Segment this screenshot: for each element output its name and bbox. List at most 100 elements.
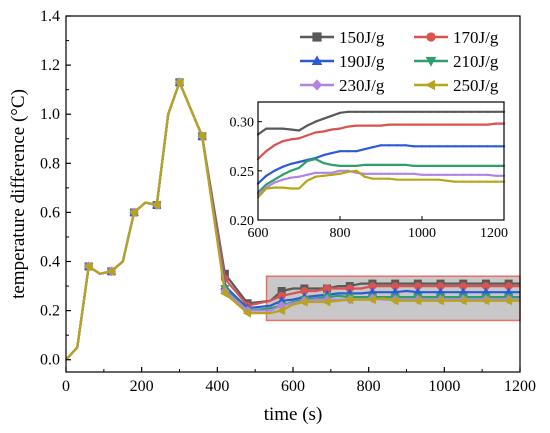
- inset-data-point: [453, 123, 456, 126]
- inset-data-point: [412, 178, 415, 181]
- inset-data-point: [347, 164, 350, 168]
- y-tick-label: 0.0: [40, 352, 60, 369]
- y-tick-label: 0.2: [40, 303, 60, 320]
- inset-data-point: [297, 160, 301, 164]
- legend-label: 170J/g: [453, 28, 499, 47]
- inset-data-point: [289, 138, 292, 141]
- inset-data-point: [478, 123, 481, 126]
- inset-data-point: [388, 110, 391, 113]
- inset-data-point: [355, 150, 358, 153]
- inset-data-point: [297, 166, 301, 169]
- inset-data-point: [388, 144, 391, 147]
- inset-data-point: [363, 163, 366, 167]
- inset-data-point: [371, 146, 374, 149]
- inset-data-point: [494, 164, 497, 168]
- inset-data-point: [306, 134, 309, 137]
- inset-data-point: [404, 123, 407, 126]
- inset-data-point: [420, 173, 424, 176]
- inset-data-point: [322, 171, 325, 174]
- y-tick-label: 0.4: [40, 254, 60, 271]
- inset-data-point: [379, 144, 383, 147]
- inset-data-point: [420, 164, 424, 168]
- inset-data-point: [289, 176, 292, 179]
- inset-data-point: [379, 124, 383, 127]
- data-point: [435, 296, 445, 306]
- x-tick-label: 0: [62, 378, 70, 395]
- inset-data-point: [461, 180, 465, 183]
- inset-data-point: [494, 180, 497, 183]
- inset-data-point: [445, 164, 448, 168]
- inset-data-point: [453, 110, 456, 113]
- inset-data-point: [265, 150, 268, 153]
- inset-data-point: [306, 173, 309, 176]
- inset-plot: 600 800 1000 1200 0.20 0.25 0.30: [230, 101, 508, 241]
- inset-data-point: [265, 127, 268, 130]
- x-tick-label: 800: [357, 378, 381, 395]
- data-point: [83, 261, 93, 272]
- inset-data-point: [461, 110, 465, 113]
- inset-data-point: [371, 110, 374, 113]
- inset-data-point: [281, 127, 284, 130]
- inset-data-point: [330, 171, 333, 174]
- inset-data-point: [314, 120, 317, 123]
- inset-data-point: [445, 145, 448, 148]
- y-tick-label: 1.0: [40, 106, 60, 123]
- data-point: [276, 305, 286, 316]
- inset-data-point: [404, 178, 407, 181]
- data-point: [197, 131, 206, 141]
- inset-data-point: [371, 172, 374, 175]
- data-point: [106, 266, 115, 276]
- inset-data-point: [281, 140, 284, 143]
- inset-data-point: [445, 123, 448, 126]
- inset-data-point: [494, 110, 497, 113]
- inset-data-point: [453, 164, 456, 168]
- data-point: [299, 297, 308, 307]
- inset-data-point: [404, 172, 407, 175]
- inset-data-point: [429, 110, 432, 113]
- inset-data-point: [470, 145, 473, 148]
- inset-data-point: [429, 145, 432, 148]
- inset-data-point: [437, 164, 440, 168]
- legend-marker: [312, 32, 322, 42]
- inset-data-point: [355, 169, 358, 172]
- inset-y-tick-label: 0.25: [230, 165, 255, 180]
- inset-data-point: [486, 123, 489, 126]
- inset-data-point: [330, 173, 333, 176]
- inset-data-point: [281, 165, 284, 168]
- data-point: [151, 200, 161, 210]
- inset-data-point: [412, 145, 415, 148]
- data-point: [503, 296, 513, 306]
- inset-data-point: [379, 177, 383, 180]
- inset-data-point: [396, 178, 399, 181]
- inset-y-tick-label: 0.30: [230, 116, 255, 131]
- inset-data-point: [379, 110, 383, 113]
- inset-data-point: [461, 173, 465, 176]
- inset-data-point: [379, 163, 383, 167]
- inset-data-point: [306, 124, 309, 127]
- inset-data-point: [273, 181, 276, 184]
- inset-data-point: [297, 175, 301, 178]
- inset-data-point: [265, 174, 268, 177]
- inset-data-point: [330, 163, 333, 167]
- inset-data-point: [412, 110, 415, 113]
- inset-data-point: [437, 145, 440, 148]
- x-tick-label: 200: [130, 378, 154, 395]
- inset-data-point: [388, 177, 391, 180]
- x-tick-label: 400: [205, 378, 229, 395]
- legend-marker: [425, 79, 435, 91]
- inset-data-point: [388, 172, 391, 175]
- inset-data-point: [420, 145, 424, 148]
- inset-data-point: [412, 172, 415, 175]
- inset-data-point: [306, 179, 309, 182]
- legend-label: 210J/g: [453, 52, 499, 71]
- inset-data-point: [363, 175, 366, 178]
- inset-data-point: [281, 186, 284, 189]
- inset-data-point: [494, 174, 497, 177]
- inset-data-point: [429, 164, 432, 168]
- inset-data-point: [273, 186, 276, 189]
- inset-frame: [257, 101, 505, 221]
- inset-data-point: [470, 180, 473, 183]
- inset-data-point: [445, 110, 448, 113]
- inset-data-point: [437, 110, 440, 113]
- inset-data-point: [322, 161, 325, 165]
